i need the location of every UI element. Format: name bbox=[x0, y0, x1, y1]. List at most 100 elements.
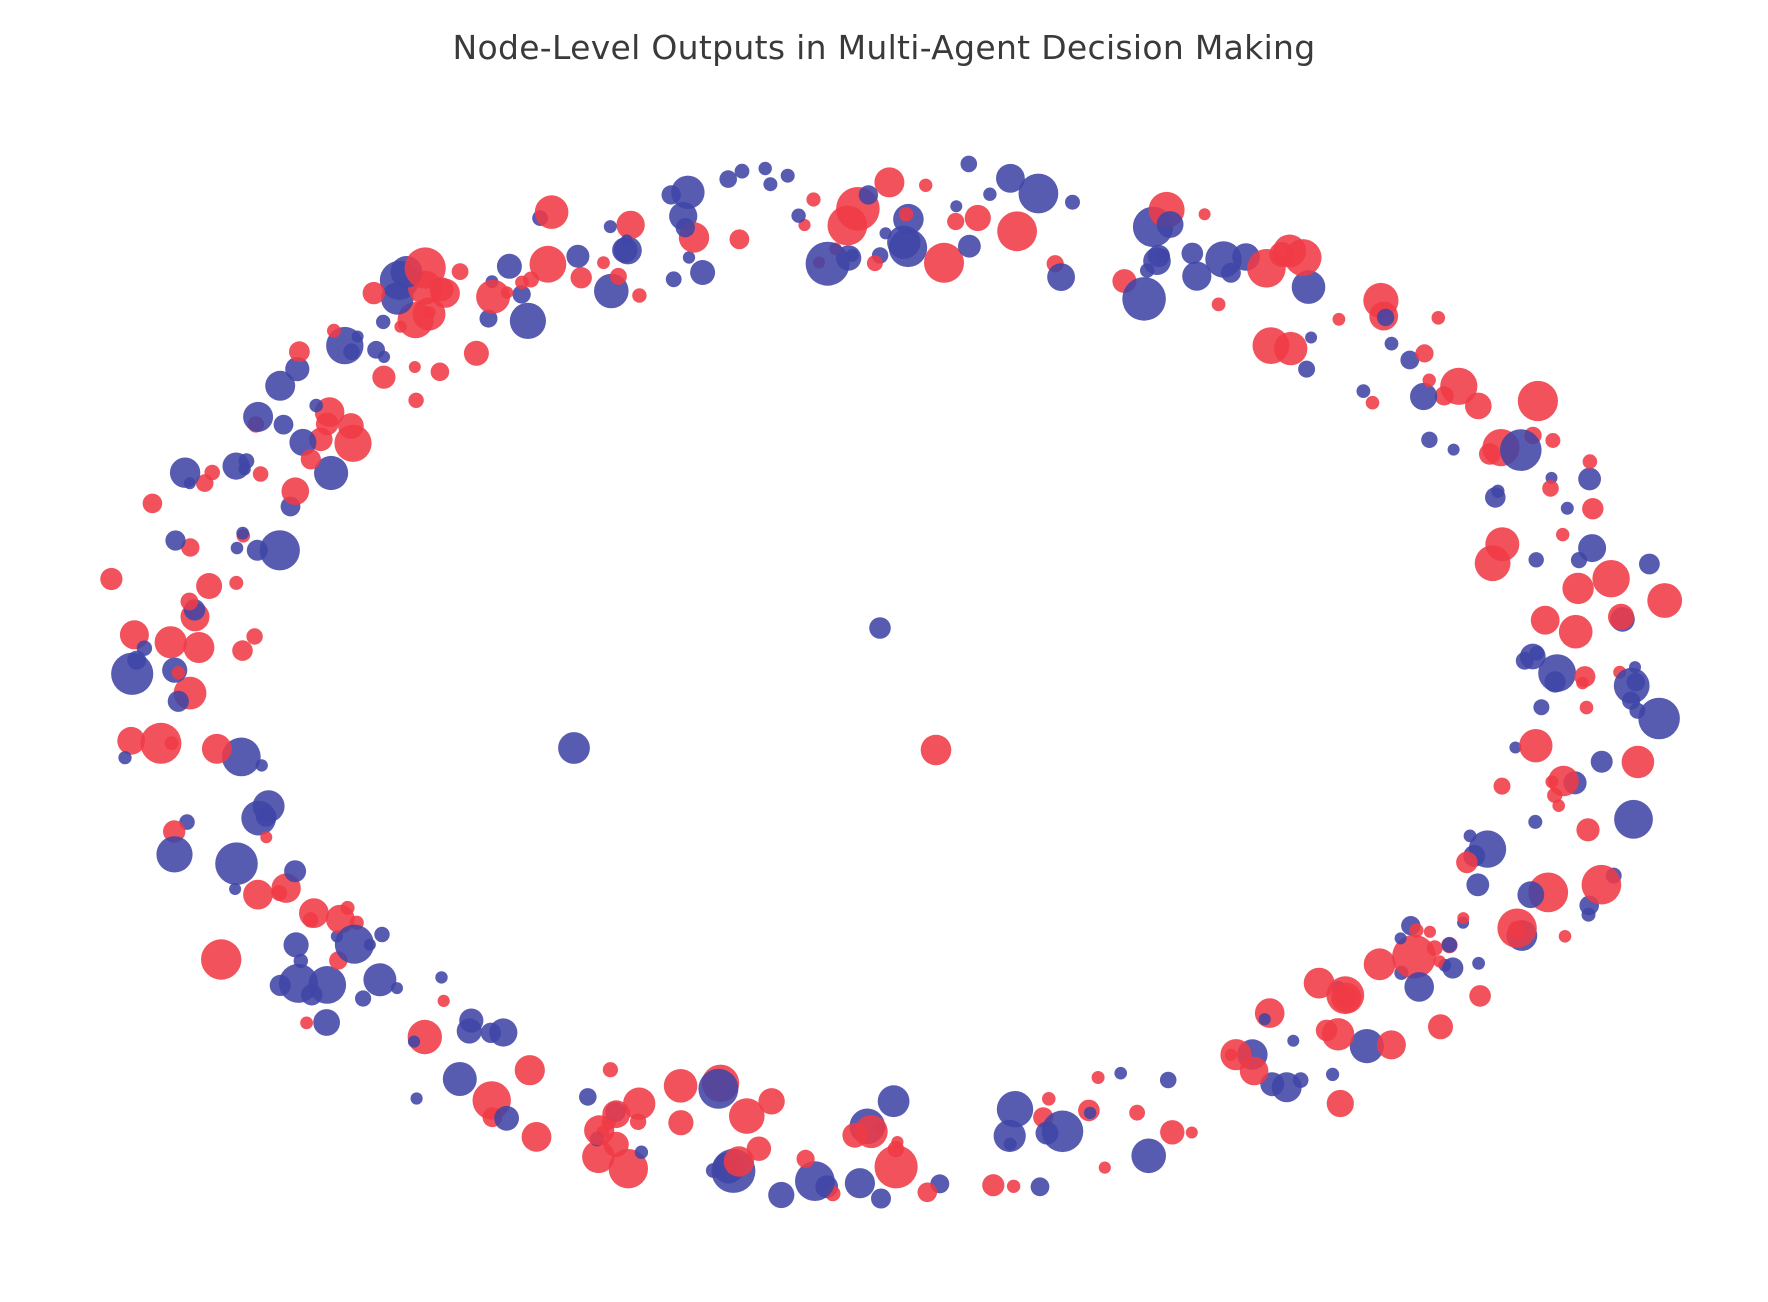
ring-node bbox=[668, 1110, 694, 1136]
ring-node bbox=[1131, 1138, 1166, 1174]
ring-node bbox=[746, 1136, 772, 1161]
ring-node bbox=[924, 242, 964, 283]
ring-node bbox=[1091, 1071, 1105, 1084]
ring-node bbox=[489, 1018, 518, 1047]
ring-node bbox=[1159, 1071, 1177, 1089]
ring-node bbox=[204, 464, 220, 481]
ring-node bbox=[476, 279, 511, 314]
ring-node bbox=[1500, 429, 1542, 471]
ring-node bbox=[1404, 972, 1434, 1002]
ring-node bbox=[1590, 750, 1613, 773]
ring-node bbox=[996, 163, 1025, 193]
ring-node bbox=[579, 1088, 597, 1106]
ring-node bbox=[408, 392, 424, 408]
ring-node bbox=[609, 267, 627, 285]
ring-node bbox=[874, 167, 905, 198]
ring-node bbox=[723, 1146, 755, 1177]
ring-node bbox=[479, 309, 498, 328]
ring-node bbox=[805, 241, 850, 286]
ring-node bbox=[729, 1098, 765, 1134]
ring-node bbox=[437, 994, 450, 1008]
ring-node bbox=[283, 932, 309, 958]
ring-node bbox=[521, 1122, 552, 1152]
ring-node bbox=[1003, 1137, 1017, 1151]
chart-title: Node-Level Outputs in Multi-Agent Decisi… bbox=[452, 28, 1316, 67]
ring-node bbox=[1542, 480, 1559, 497]
ring-node bbox=[768, 1181, 795, 1209]
ring-node bbox=[252, 466, 269, 482]
ring-node bbox=[877, 1085, 910, 1118]
ring-node bbox=[1582, 498, 1604, 520]
ring-node bbox=[1479, 443, 1501, 465]
ring-node bbox=[1182, 261, 1212, 291]
ring-node bbox=[435, 971, 448, 984]
ring-node bbox=[1491, 484, 1505, 498]
ring-node bbox=[1122, 277, 1166, 321]
ring-node bbox=[874, 1145, 918, 1189]
ring-node bbox=[118, 751, 132, 765]
ring-node bbox=[1326, 976, 1365, 1015]
ring-node bbox=[1326, 1067, 1340, 1081]
ring-node bbox=[1349, 1029, 1384, 1064]
ring-node bbox=[623, 1087, 656, 1120]
ring-node bbox=[1469, 985, 1491, 1007]
ring-node bbox=[1239, 1056, 1269, 1086]
ring-node bbox=[1582, 454, 1598, 469]
ring-node bbox=[243, 879, 273, 910]
ring-node bbox=[983, 187, 997, 201]
ring-node bbox=[394, 320, 407, 333]
ring-node bbox=[827, 205, 868, 246]
ring-node bbox=[300, 1016, 313, 1030]
ring-node bbox=[372, 365, 396, 389]
ring-node bbox=[634, 1145, 649, 1159]
ring-node bbox=[1528, 552, 1544, 568]
ring-node bbox=[1465, 392, 1492, 420]
ring-node bbox=[1098, 1161, 1111, 1174]
ring-node bbox=[665, 271, 682, 288]
ring-node bbox=[1545, 433, 1561, 448]
ring-node bbox=[1493, 777, 1511, 795]
ring-node bbox=[1305, 331, 1318, 344]
ring-node bbox=[127, 650, 147, 670]
ring-node bbox=[947, 212, 965, 231]
ring-node bbox=[964, 204, 991, 232]
ring-node bbox=[791, 208, 806, 223]
ring-node bbox=[273, 414, 294, 435]
ring-node bbox=[1576, 818, 1600, 842]
central-node bbox=[920, 734, 952, 766]
ring-node bbox=[408, 361, 421, 373]
ring-node bbox=[423, 306, 436, 319]
ring-node bbox=[338, 413, 364, 439]
ring-node bbox=[1156, 211, 1184, 238]
ring-node bbox=[140, 722, 182, 764]
ring-node bbox=[1517, 881, 1545, 909]
ring-node bbox=[1578, 467, 1601, 491]
ring-node bbox=[1287, 1034, 1300, 1047]
ring-node bbox=[302, 912, 319, 928]
ring-node bbox=[430, 362, 450, 382]
ring-node bbox=[313, 1009, 340, 1036]
ring-node bbox=[1560, 501, 1574, 515]
ring-node bbox=[1042, 1092, 1056, 1106]
ring-node bbox=[1579, 700, 1594, 715]
ring-node bbox=[1291, 270, 1326, 304]
ring-node bbox=[246, 628, 263, 645]
ring-node bbox=[404, 247, 446, 289]
ring-node bbox=[758, 1088, 785, 1115]
ring-node bbox=[1638, 697, 1680, 740]
ring-node bbox=[1442, 957, 1464, 979]
ring-node bbox=[301, 984, 323, 1006]
ring-node bbox=[300, 449, 321, 470]
ring-node bbox=[236, 526, 250, 540]
ring-node bbox=[407, 1035, 421, 1048]
ring-node bbox=[1562, 572, 1594, 605]
ring-node bbox=[1592, 560, 1630, 598]
ring-node bbox=[1547, 787, 1563, 804]
ring-node bbox=[1298, 360, 1316, 378]
ring-node bbox=[1332, 312, 1346, 326]
ring-node bbox=[1392, 934, 1436, 979]
ring-node bbox=[1574, 666, 1596, 688]
ring-node bbox=[1363, 948, 1396, 981]
ring-node bbox=[1472, 956, 1485, 970]
ring-node bbox=[1433, 955, 1446, 968]
